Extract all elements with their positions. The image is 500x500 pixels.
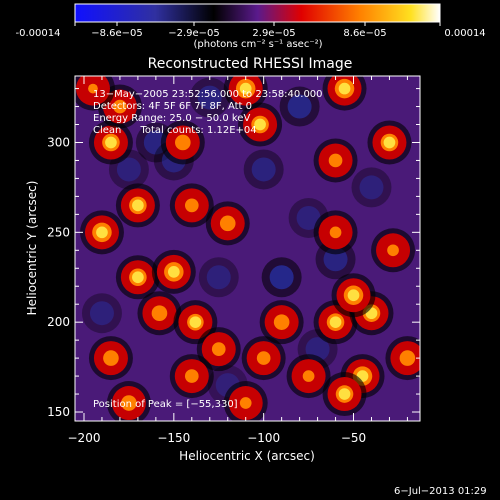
annotation-time-range: 13−May−2005 23:52:56.000 to 23:58:40.000 xyxy=(93,89,323,100)
heatmap-hot-blob xyxy=(338,388,351,400)
colorbar-tick-label: −2.9e−05 xyxy=(168,28,220,39)
peak-position-label: Position of Peak = [−55,330] xyxy=(93,399,238,410)
heatmap-orange-blob xyxy=(103,350,119,366)
annotation-detectors: Detectors: 4F 5F 6F 7F 8F, Att 0 xyxy=(93,101,252,112)
heatmap-dark-blob xyxy=(243,149,284,190)
heatmap-orange-blob xyxy=(239,397,252,409)
heatmap-hot-blob xyxy=(132,199,144,212)
x-axis-title: Heliocentric X (arcsec) xyxy=(179,449,315,463)
colorbar-ticks: -0.00014 −8.6e−05 −2.9e−05 2.9e−05 8.6e−05 0.… xyxy=(16,22,486,39)
heatmap-negative-blob xyxy=(296,205,321,230)
heatmap-orange-blob xyxy=(387,244,399,257)
heatmap-negative-blob xyxy=(116,157,141,182)
heatmap-hot-blob xyxy=(338,82,351,95)
heatmap-orange-blob xyxy=(328,153,343,168)
heatmap-orange-blob xyxy=(211,342,226,356)
heatmap-orange-blob xyxy=(121,395,137,411)
chart-title: Reconstructed RHESSI Image xyxy=(148,56,353,72)
colorbar-unit-label: (photons cm⁻² s⁻¹ asec⁻²) xyxy=(193,39,322,50)
heatmap-hot-blob xyxy=(329,316,342,329)
x-tick-label: −200 xyxy=(68,431,101,445)
heatmap-negative-blob xyxy=(89,301,114,326)
heatmap-hot-blob xyxy=(254,118,266,131)
annotation-clean-counts: Clean Total counts: 1.12E+04 xyxy=(93,125,257,136)
heatmap-orange-blob xyxy=(88,83,98,94)
heatmap-dark-blob xyxy=(198,257,239,298)
heatmap-hot-blob xyxy=(383,136,396,149)
colorbar-tick-label: 0.00014 xyxy=(444,28,485,39)
y-tick-label: 250 xyxy=(47,225,70,239)
heatmap-hot-blob xyxy=(105,136,117,149)
heatmap-negative-blob xyxy=(287,94,312,119)
heatmap-orange-blob xyxy=(302,370,315,382)
y-tick-label: 300 xyxy=(47,135,70,149)
heatmap-hot-blob xyxy=(167,266,180,278)
heatmap-dark-blob xyxy=(81,293,122,334)
heatmap-negative-blob xyxy=(359,175,384,200)
heatmap-orange-blob xyxy=(113,99,127,114)
heatmap-orange-blob xyxy=(219,215,236,232)
heatmap-negative-blob xyxy=(269,265,294,290)
heatmap-orange-blob xyxy=(184,369,199,383)
y-tick-label: 200 xyxy=(47,315,70,329)
heatmap-dark-blob xyxy=(351,167,392,208)
heatmap-orange-blob xyxy=(399,350,416,366)
heatmap-image xyxy=(75,76,420,421)
x-tick-label: −100 xyxy=(247,431,280,445)
heatmap-orange-blob xyxy=(256,351,271,365)
colorbar xyxy=(74,3,441,23)
heatmap-dark-blob xyxy=(279,86,320,127)
y-axis-title: Heliocentric Y (arcsec) xyxy=(25,181,39,316)
heatmap-hot-blob xyxy=(132,271,144,284)
colorbar-tick-label: −8.6e−05 xyxy=(91,28,143,39)
colorbar-tick-label: -0.00014 xyxy=(16,28,61,39)
heatmap-dark-blob xyxy=(189,77,230,118)
x-tick-label: −150 xyxy=(157,431,190,445)
x-tick-label: −50 xyxy=(341,431,366,445)
heatmap-orange-blob xyxy=(151,305,168,321)
axes: −200 −150 −100 −50 150 200 250 300 xyxy=(47,76,420,445)
heatmap-orange-blob xyxy=(184,198,199,213)
heatmap-orange-blob xyxy=(175,134,191,151)
heatmap-hot-blob xyxy=(347,289,360,302)
colorbar-tick-label: 8.6e−05 xyxy=(343,28,386,39)
heatmap-negative-blob xyxy=(197,85,222,110)
heatmap-orange-blob xyxy=(329,226,342,239)
heatmap-orange-blob xyxy=(273,314,290,330)
heatmap-hot-blob xyxy=(96,226,108,239)
y-tick-label: 150 xyxy=(47,405,70,419)
annotation-energy-range: Energy Range: 25.0 − 50.0 keV xyxy=(93,113,250,124)
colorbar-tick-label: 2.9e−05 xyxy=(252,28,295,39)
heatmap-negative-blob xyxy=(206,265,231,290)
heatmap-hot-blob xyxy=(239,82,252,95)
plot-frame xyxy=(74,75,421,422)
footer-date: 6−Jul−2013 01:29 xyxy=(394,486,487,497)
heatmap-negative-blob xyxy=(251,157,276,182)
heatmap-hot-blob xyxy=(189,316,202,329)
